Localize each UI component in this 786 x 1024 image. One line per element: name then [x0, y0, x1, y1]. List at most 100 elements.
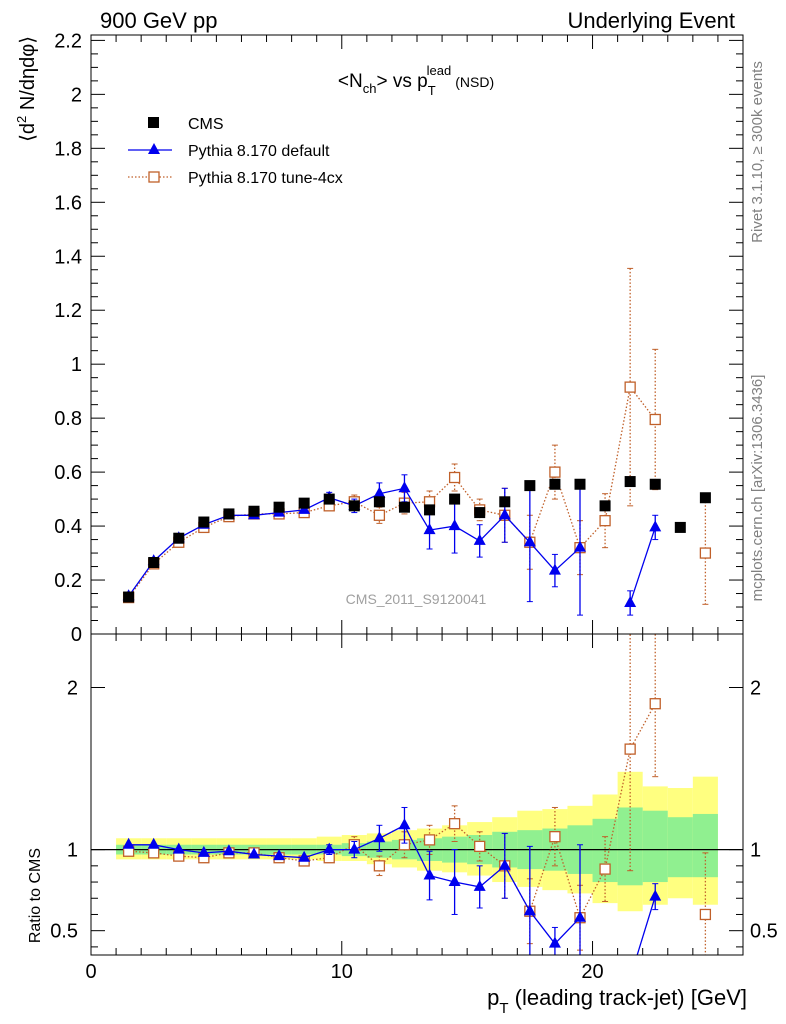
ratio-tune-point	[624, 743, 636, 755]
ratio-default-point	[348, 842, 361, 854]
main-cms-point	[348, 500, 360, 512]
ratio-y-axis-label: Ratio to CMS	[27, 848, 44, 943]
main-tune-point	[373, 509, 386, 521]
ratio-band-green	[692, 813, 718, 878]
ratio-tune-point	[549, 831, 561, 843]
main-cms-point	[298, 497, 310, 509]
legend-cms-marker	[148, 117, 159, 128]
ratio-tune-point	[423, 834, 436, 846]
main-y-tick-label: 1.2	[54, 300, 82, 322]
ratio-tune-point	[599, 863, 611, 875]
title-vs: > vs p	[376, 71, 427, 92]
main-cms-point	[223, 508, 235, 520]
main-cms-point	[674, 521, 686, 533]
ylabel-sup: 2	[14, 116, 29, 123]
title-p-sup: lead	[427, 63, 452, 78]
ylabel-a: ⟨d	[17, 123, 39, 142]
title-n: <N	[338, 71, 363, 92]
ratio-default-point	[398, 818, 411, 830]
title-tag: (NSD)	[455, 74, 494, 90]
legend-cms-label: CMS	[188, 116, 224, 133]
main-tune-point	[549, 466, 561, 478]
main-cms-point	[499, 496, 511, 508]
ratio-tune-line	[128, 703, 656, 920]
title-n-sub: ch	[363, 81, 377, 96]
ratio-default-line	[636, 896, 656, 955]
main-cms-point	[424, 504, 436, 516]
plot-title: <Nch> vs pTlead(NSD)	[338, 63, 494, 98]
main-y-tick-label: 0	[71, 624, 82, 646]
ratio-default-point	[147, 837, 160, 849]
xlabel-sub: T	[499, 1000, 508, 1017]
ratio-default-point	[473, 879, 486, 891]
main-y-tick-label: 1.8	[54, 138, 82, 160]
ratio-y-tick-label-left: 0.5	[50, 921, 78, 943]
ratio-default-point	[172, 842, 185, 854]
main-cms-point	[123, 591, 135, 603]
main-y-tick-label: 0.6	[54, 462, 82, 484]
ratio-plot-area	[122, 634, 712, 955]
axes: 0 10 20 0 0.2 0.4 0.6 0.8 1 1.2 1.4 1.6 1.8 2 2.2 0.5 0.…	[50, 30, 778, 983]
main-y-tick-label: 0.2	[54, 570, 82, 592]
main-cms-point	[574, 478, 586, 490]
main-default-point	[398, 481, 411, 493]
main-cms-point	[524, 480, 536, 492]
main-cms-point	[474, 507, 486, 519]
main-default-point	[548, 563, 561, 575]
main-tune-point	[649, 413, 661, 426]
ratio-default-point	[248, 847, 260, 859]
ylabel-b: N/dηdφ⟩	[17, 36, 39, 116]
xlabel-p: p	[487, 985, 499, 1010]
main-y-tick-label: 2.2	[54, 30, 82, 52]
collision-label: 900 GeV pp	[100, 8, 217, 33]
ratio-tune-point	[699, 908, 712, 921]
ratio-default-point	[574, 910, 586, 922]
main-cms-point	[398, 501, 410, 513]
x-tick-label: 20	[581, 961, 603, 983]
main-default-point	[373, 486, 386, 498]
ratio-band-green	[617, 807, 643, 886]
main-cms-point	[449, 493, 461, 505]
ratio-band-green	[667, 817, 693, 878]
title-p-sub: T	[428, 83, 436, 98]
legend-default-marker	[148, 143, 160, 154]
main-y-tick-label: 1.6	[54, 192, 82, 214]
ratio-y-tick-label-right: 0.5	[750, 921, 778, 943]
main-default-point	[649, 520, 662, 532]
main-tune-point	[599, 515, 611, 527]
main-cms-point	[248, 505, 260, 517]
legend: CMS Pythia 8.170 default Pythia 8.170 tu…	[128, 116, 343, 187]
x-tick-label: 0	[85, 961, 96, 983]
main-y-tick-label: 0.4	[54, 516, 82, 538]
ratio-default-point	[423, 868, 436, 880]
main-y-axis-label: ⟨d2 N/dηdφ⟩	[14, 36, 39, 142]
ratio-tune-point	[649, 698, 661, 710]
main-tune-point	[448, 471, 461, 484]
main-cms-point	[273, 501, 285, 513]
ratio-y-tick-label-right: 2	[750, 678, 761, 700]
legend-entry-default: Pythia 8.170 default	[128, 143, 330, 160]
ratio-tune-point	[448, 818, 461, 830]
main-default-point	[423, 523, 436, 535]
main-default-line	[629, 527, 656, 604]
rivet-label: Rivet 3.1.10, ≥ 300k events	[749, 61, 766, 243]
main-cms-point	[148, 556, 160, 568]
x-axis-label: pT (leading track-jet) [GeV]	[487, 985, 747, 1017]
ratio-y-tick-label-left: 1	[67, 840, 78, 862]
main-cms-point	[373, 496, 385, 508]
main-cms-point	[173, 532, 185, 544]
analysis-watermark: CMS_2011_S9120041	[346, 591, 487, 607]
ratio-y-tick-label-left: 2	[67, 678, 78, 700]
main-y-tick-label: 1.4	[54, 246, 82, 268]
legend-tune-marker	[148, 171, 160, 183]
main-default-point	[448, 519, 461, 531]
main-cms-point	[624, 476, 636, 488]
ratio-default-point	[197, 845, 210, 857]
main-plot-area	[122, 267, 712, 616]
ratio-default-point	[122, 837, 135, 849]
legend-entry-tune: Pythia 8.170 tune-4cx	[128, 170, 343, 187]
ratio-default-point	[323, 842, 336, 854]
ratio-y-tick-label-right: 1	[750, 840, 761, 862]
main-default-point	[523, 535, 536, 547]
